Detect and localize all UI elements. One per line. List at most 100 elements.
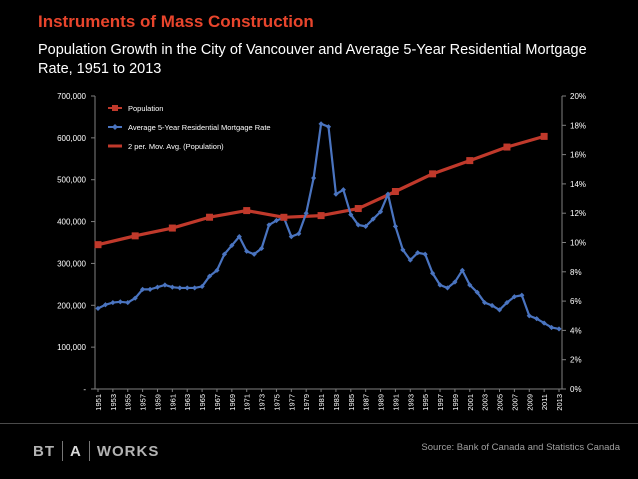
- mortgage-rate-point: [511, 294, 517, 300]
- population-point: [429, 170, 437, 178]
- mortgage-rate-point: [541, 320, 547, 326]
- x-axis-tick-label: 2001: [466, 394, 475, 411]
- mortgage-rate-point: [273, 217, 280, 224]
- x-axis-tick-label: 1997: [436, 394, 445, 411]
- mortgage-rate-point: [311, 175, 317, 181]
- bta-works-logo: BT A WORKS: [33, 441, 159, 461]
- x-axis-tick-label: 1987: [362, 394, 371, 411]
- footer-divider: [0, 423, 638, 424]
- x-axis-tick-label: 1963: [183, 394, 192, 411]
- x-axis-tick-label: 1969: [228, 394, 237, 411]
- source-note: Source: Bank of Canada and Statistics Ca…: [421, 442, 620, 453]
- mortgage-rate-point: [125, 299, 131, 306]
- mortgage-rate-point: [162, 282, 168, 288]
- mortgage-rate-point: [258, 245, 265, 251]
- logo-separator: [88, 441, 90, 461]
- x-axis-tick-label: 1965: [198, 394, 207, 411]
- legend-label-mortgage: Average 5-Year Residential Mortgage Rate: [128, 123, 271, 132]
- mortgage-rate-point: [444, 285, 451, 291]
- logo-separator: [62, 441, 63, 461]
- mortgage-rate-point: [355, 222, 361, 228]
- mortgage-rate-point: [467, 282, 473, 288]
- legend-population-swatch: [112, 105, 118, 111]
- left-axis-tick-label: 300,000: [57, 259, 86, 268]
- legend-label-population: Population: [128, 104, 163, 113]
- right-axis-tick-label: 20%: [570, 92, 586, 101]
- x-axis-tick-label: 2007: [510, 394, 519, 411]
- x-axis-tick-label: 1957: [139, 394, 148, 411]
- mortgage-rate-point: [556, 326, 562, 332]
- mortgage-rate-point: [102, 302, 109, 308]
- mortgage-rate-point: [221, 251, 228, 257]
- right-axis-tick-label: 12%: [570, 209, 586, 218]
- mortgage-rate-point: [229, 242, 235, 249]
- x-axis-tick-label: 1955: [124, 394, 133, 411]
- left-axis-tick-label: 600,000: [57, 134, 86, 143]
- population-point: [466, 157, 474, 165]
- mortgage-rate-point: [526, 313, 532, 319]
- x-axis-tick-label: 1993: [406, 394, 415, 411]
- mortgage-rate-point: [251, 251, 257, 257]
- population-mortgage-chart: - 100,000 200,000 300,000 400,000 500,000 600,…: [57, 92, 586, 411]
- mortgage-rate-point: [236, 234, 242, 240]
- right-axis-tick-label: 2%: [570, 356, 582, 365]
- population-point: [280, 213, 288, 221]
- population-point: [503, 143, 511, 151]
- mortgage-rate-point: [392, 223, 399, 229]
- population-point: [391, 187, 399, 195]
- mortgage-rate-point: [370, 216, 376, 222]
- x-axis-tick-label: 1973: [258, 394, 267, 411]
- x-axis-tick-label: 2013: [555, 394, 564, 411]
- mortgage-rate-point: [206, 273, 213, 279]
- legend-box: [103, 99, 286, 154]
- population-point: [168, 224, 176, 232]
- mortgage-rate-point: [192, 285, 198, 291]
- x-axis-tick-label: 1951: [94, 394, 103, 411]
- mortgage-rate-point: [452, 279, 458, 285]
- x-axis-tick-label: 2003: [481, 394, 490, 411]
- mortgage-rate-point: [177, 285, 183, 291]
- x-axis-tick-label: 1967: [213, 394, 222, 411]
- right-axis-tick-label: 4%: [570, 326, 582, 335]
- population-point: [354, 205, 362, 213]
- right-axis-tick-label: 0%: [570, 385, 582, 394]
- mortgage-rate-point: [429, 270, 436, 276]
- mortgage-rate-point: [496, 307, 503, 313]
- left-axis-tick-label: 200,000: [57, 301, 86, 310]
- mortgage-rate-point: [169, 284, 175, 290]
- right-axis-tick-label: 16%: [570, 151, 586, 160]
- mortgage-rate-point: [199, 283, 205, 290]
- x-axis-tick-label: 1981: [317, 394, 326, 411]
- population-point: [317, 212, 325, 220]
- mortgage-rate-point: [333, 191, 339, 197]
- x-axis-tick-label: 2005: [496, 394, 505, 411]
- mortgage-rate-point: [147, 286, 153, 292]
- population-point: [94, 241, 102, 249]
- mortgage-rate-point: [482, 299, 488, 306]
- mortgage-rate-point: [318, 121, 324, 127]
- mortgage-rate-point: [288, 234, 294, 240]
- x-axis-tick-label: 1979: [302, 394, 311, 411]
- population-point: [131, 232, 139, 240]
- right-axis-tick-label: 14%: [570, 180, 586, 189]
- mortgage-rate-point: [437, 282, 443, 288]
- right-axis-tick-label: 18%: [570, 121, 586, 130]
- x-axis-tick-label: 1999: [451, 394, 460, 411]
- mortgage-rate-point: [363, 223, 369, 229]
- population-point: [243, 207, 251, 215]
- right-axis-tick-label: 10%: [570, 239, 586, 248]
- mortgage-rate-point: [303, 210, 309, 216]
- mortgage-rate-point: [407, 257, 413, 263]
- mortgage-rate-point: [474, 289, 480, 295]
- mortgage-rate-point: [95, 305, 101, 312]
- mortgage-rate-point: [266, 222, 272, 228]
- x-axis-tick-label: 2009: [525, 394, 534, 411]
- x-axis-tick-label: 1953: [109, 394, 118, 411]
- mortgage-rate-point: [548, 324, 555, 331]
- mortgage-rate-point: [377, 209, 384, 215]
- left-axis-tick-label: 500,000: [57, 176, 86, 185]
- legend-label-moving-average: 2 per. Mov. Avg. (Population): [128, 142, 224, 151]
- chart-subtitle: Population Growth in the City of Vancouv…: [38, 42, 587, 77]
- left-axis-tick-label: 700,000: [57, 92, 86, 101]
- mortgage-rate-point: [400, 247, 406, 253]
